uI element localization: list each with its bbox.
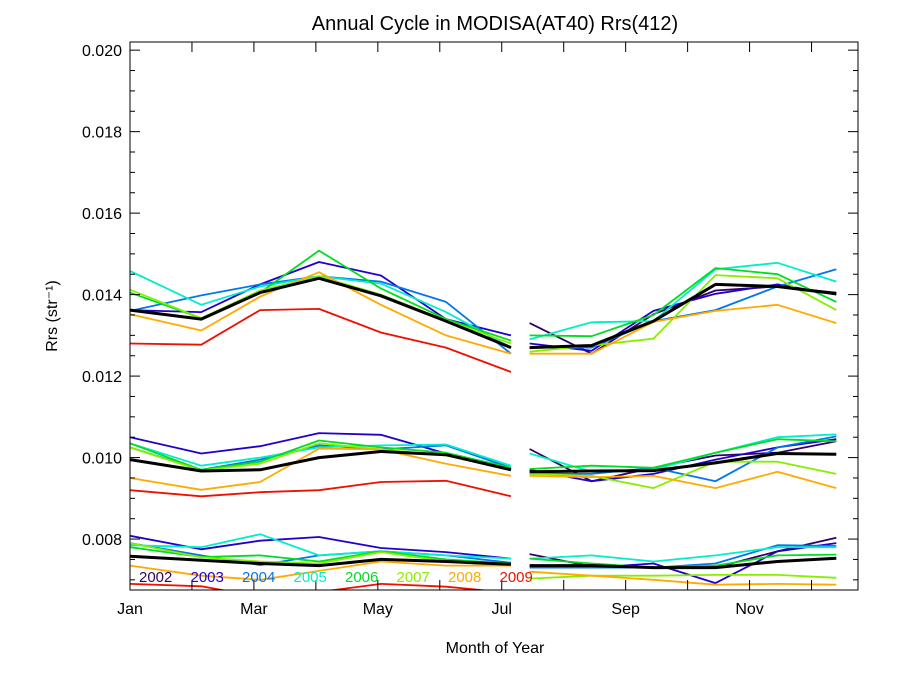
legend-label-2008: 2008 bbox=[448, 569, 481, 586]
series-line-2005-lower-b bbox=[529, 546, 837, 563]
series-line-mean-lower-b bbox=[529, 556, 837, 570]
plot-frame bbox=[129, 41, 859, 591]
series-line-2008-middle-b bbox=[529, 470, 837, 490]
series-line-2007-middle-b bbox=[529, 460, 837, 490]
series-line-2009-lower-a bbox=[130, 583, 491, 590]
x-tick-label: Mar bbox=[240, 601, 268, 618]
series-line-2003-upper-b bbox=[529, 283, 837, 352]
x-tick-label: Nov bbox=[735, 601, 763, 618]
series-line-mean-lower-a bbox=[130, 554, 512, 568]
chart-title: Annual Cycle in MODISA(AT40) Rrs(412) bbox=[312, 13, 678, 35]
series-line-2007-lower-b bbox=[529, 574, 837, 580]
legend-label-2009: 2009 bbox=[500, 569, 533, 586]
legend-label-2006: 2006 bbox=[345, 569, 378, 586]
series-line-2005-middle-b bbox=[529, 433, 837, 473]
series-line-2008-middle-a bbox=[130, 447, 512, 491]
y-axis-title: Rrs (str⁻¹) bbox=[44, 280, 61, 352]
y-axis: 0.008 0.010 0.012 0.014 0.016 0.018 0.020 bbox=[82, 43, 858, 581]
series-line-2005-middle-a bbox=[130, 442, 512, 467]
y-tick-label: 0.016 bbox=[82, 206, 122, 223]
y-tick-label: 0.014 bbox=[82, 288, 122, 305]
y-tick-label: 0.008 bbox=[82, 532, 122, 549]
series-line-2003-lower-a bbox=[130, 534, 512, 560]
x-tick-label: May bbox=[363, 601, 393, 618]
x-axis-title: Month of Year bbox=[446, 640, 545, 657]
series-line-2003-middle-a bbox=[130, 432, 512, 469]
legend-label-2002: 2002 bbox=[139, 569, 172, 586]
series-line-mean-upper-b bbox=[529, 282, 837, 350]
series-line-2008-upper-b bbox=[529, 303, 837, 355]
series-line-2004-upper-a bbox=[130, 275, 512, 355]
x-axis: Jan Mar May Jul Sep Nov bbox=[117, 42, 813, 618]
series-line-2009-upper-a bbox=[130, 307, 512, 373]
series-line-2005-upper-b bbox=[529, 261, 837, 341]
x-tick-label: Jul bbox=[492, 601, 512, 618]
y-tick-label: 0.012 bbox=[82, 369, 122, 386]
x-tick-label: Sep bbox=[611, 601, 640, 618]
series-line-mean-middle-a bbox=[130, 450, 512, 473]
series-line-mean-upper-a bbox=[130, 276, 512, 349]
plot-area: Jan Mar May Jul Sep Nov 0.0080.0100.0120.0140… bbox=[82, 41, 859, 618]
series-line-2008-lower-a bbox=[130, 560, 511, 581]
series-line-2006-upper-b bbox=[529, 267, 837, 338]
legend-label-2005: 2005 bbox=[294, 569, 327, 586]
series-line-mean-middle-b bbox=[529, 452, 837, 474]
series-line-2005-lower-a bbox=[130, 533, 512, 560]
series-line-2006-middle-b bbox=[529, 438, 837, 470]
series-line-2008-upper-a bbox=[130, 271, 512, 355]
series-line-2009-middle-a bbox=[130, 479, 512, 498]
series-layer bbox=[130, 249, 837, 590]
legend-label-2007: 2007 bbox=[397, 569, 430, 586]
series-line-2004-lower-b bbox=[529, 544, 837, 569]
y-tick-label: 0.010 bbox=[82, 451, 122, 468]
x-tick-label: Jan bbox=[117, 601, 143, 618]
legend: 2002 2003 2004 2005 2006 2007 2008 2009 bbox=[139, 569, 533, 586]
y-tick-label: 0.018 bbox=[82, 125, 122, 142]
y-tick-label: 0.020 bbox=[82, 43, 122, 60]
legend-label-2003: 2003 bbox=[191, 569, 224, 586]
legend-label-2004: 2004 bbox=[242, 569, 275, 586]
series-line-2008-lower-b bbox=[529, 570, 837, 586]
